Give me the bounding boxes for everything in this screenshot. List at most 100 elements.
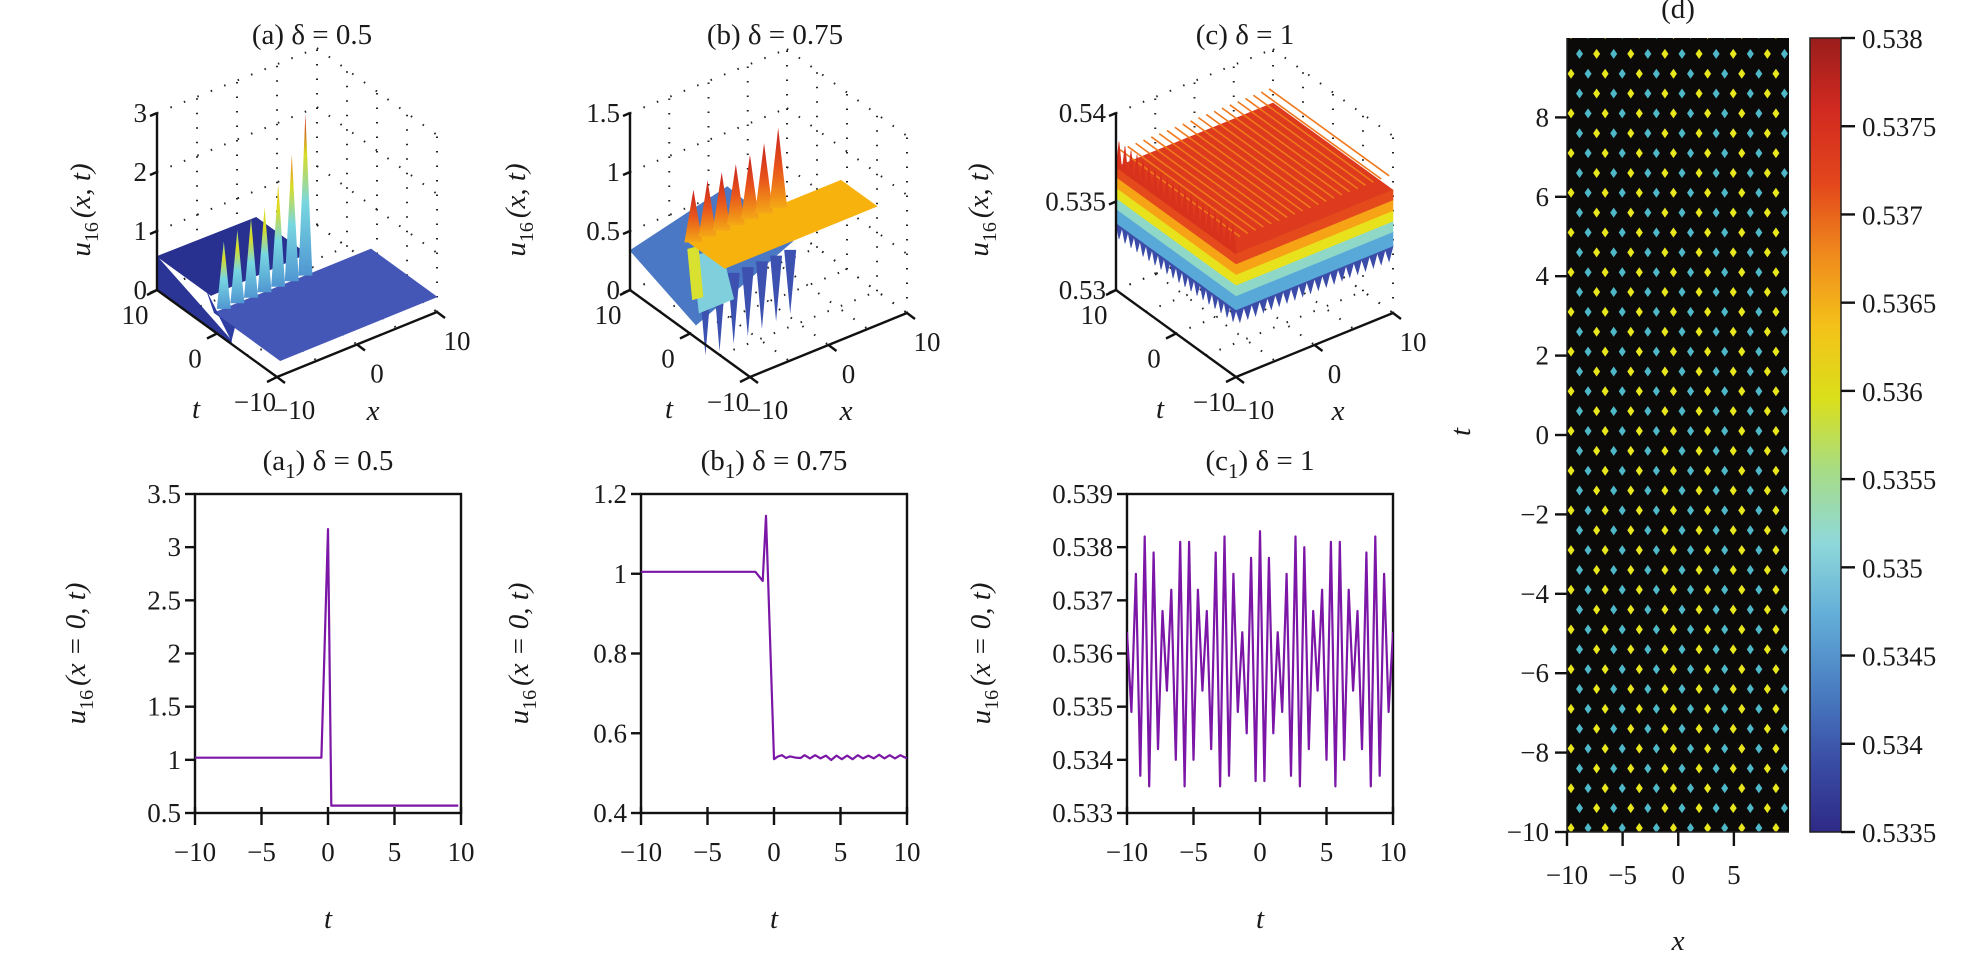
surface-peak	[1175, 185, 1183, 216]
heatmap-cell	[1644, 247, 1652, 258]
heatmap-cell	[1763, 326, 1771, 337]
heatmap-cell	[1604, 38, 1606, 39]
heatmap-cell	[1601, 505, 1609, 516]
heatmap-cell	[1584, 823, 1592, 832]
heatmap-cell	[1576, 247, 1584, 258]
heatmap-cell	[1687, 68, 1695, 79]
heatmap-cell	[1618, 624, 1626, 635]
heatmap-cell	[1763, 48, 1771, 59]
heatmap-cell	[1669, 68, 1677, 79]
heatmap-cell	[1790, 307, 1797, 317]
heatmap-cell	[1763, 684, 1771, 695]
y-tick-label: 0.536	[1052, 639, 1113, 669]
z-tick-label: 0.535	[1045, 187, 1106, 217]
surface-peak	[1157, 172, 1165, 203]
heatmap-cell	[1721, 148, 1729, 159]
heatmap-cell	[1644, 445, 1652, 456]
surface-trough	[1384, 246, 1394, 263]
heatmap-cell	[1576, 763, 1584, 774]
heatmap-cell	[1746, 167, 1754, 178]
heatmap-cell	[1721, 346, 1729, 357]
surface-spike	[244, 218, 258, 298]
heatmap-cell	[1695, 88, 1703, 99]
heatmap-cell	[1712, 366, 1720, 377]
heatmap-cell	[1763, 247, 1771, 258]
heatmap-cell	[1652, 187, 1660, 198]
heatmap-cell	[1790, 466, 1797, 476]
surface-trough	[1187, 275, 1195, 292]
heatmap-cell	[1627, 803, 1635, 814]
y-tick-label: 2.5	[147, 585, 181, 615]
heatmap-cell	[1652, 624, 1660, 635]
heatmap-cell	[1601, 187, 1609, 198]
heatmap-cell	[1661, 88, 1669, 99]
heatmap-cell	[1763, 88, 1771, 99]
heatmap-cell	[1712, 406, 1720, 417]
heatmap-cell	[1652, 743, 1660, 754]
heatmap-cell	[1618, 505, 1626, 516]
y-tick-label: −10	[1507, 817, 1549, 847]
heatmap-cell	[1790, 426, 1797, 436]
z-tick	[622, 229, 631, 236]
y-tick-label: 4	[1536, 261, 1550, 291]
heatmap-cell	[1798, 247, 1805, 257]
heatmap-cell	[1593, 644, 1601, 655]
heatmap-cell	[1780, 88, 1788, 99]
heatmap-cell	[1652, 108, 1660, 119]
heatmap-cell	[1798, 168, 1805, 178]
heatmap-cell	[1729, 247, 1737, 258]
surface-peak	[1217, 215, 1225, 246]
heatmap-cell	[1729, 326, 1737, 337]
heatmap-cell	[1695, 525, 1703, 536]
colorbar: 0.5335 0.534 0.5345 0.535 0.5355 0.536 0.5365 0…	[1809, 24, 1936, 848]
heatmap-cell	[1678, 128, 1686, 139]
heatmap-cell	[1738, 346, 1746, 357]
heatmap-cell	[1644, 564, 1652, 575]
heatmap-cell	[1678, 326, 1686, 337]
heatmap-cell	[1695, 247, 1703, 258]
x-tick-label: 0	[1328, 359, 1342, 389]
z-tick-label: 1	[134, 216, 148, 246]
heatmap-cell	[1669, 624, 1677, 635]
surface-step-wall	[207, 292, 235, 342]
heatmap-cell	[1695, 128, 1703, 139]
heatmap-cell	[1780, 366, 1788, 377]
surface-trough	[1145, 244, 1153, 261]
t-tick	[266, 375, 278, 384]
heatmap-cell	[1652, 823, 1660, 832]
x-axis-label: t	[324, 903, 333, 935]
heatmap-cell	[1755, 783, 1763, 794]
surface-spike	[257, 207, 272, 293]
heatmap-cell	[1576, 644, 1584, 655]
heatmap-cell	[1678, 445, 1686, 456]
heatmap-cell	[1652, 68, 1660, 79]
heatmap-cell	[1746, 803, 1754, 814]
heatmap-cell	[1669, 743, 1677, 754]
y-tick-label: 8	[1536, 102, 1550, 132]
panel-c1-title: (c1) δ = 1	[1206, 445, 1315, 483]
heatmap-cell	[1601, 267, 1609, 278]
heatmap-cell	[1790, 347, 1797, 357]
surface-trough	[1306, 278, 1315, 295]
heatmap-cell	[1704, 148, 1712, 159]
colorbar-tick-label: 0.5335	[1862, 818, 1936, 848]
surface-trough	[1337, 265, 1347, 282]
heatmap-cell	[1755, 584, 1763, 595]
heatmap-cell	[1772, 545, 1780, 556]
heatmap-cell	[1678, 88, 1686, 99]
heatmap-cell	[1780, 564, 1788, 575]
grid-line	[156, 47, 318, 114]
heatmap-cell	[1741, 38, 1743, 39]
y-tick-label: 0	[1536, 420, 1550, 450]
x-tick-label: 0	[842, 359, 856, 389]
y-tick-label: −6	[1520, 658, 1549, 688]
heatmap-cell	[1678, 723, 1686, 734]
heatmap-cell	[1576, 406, 1584, 417]
panel-b1-title: (b1) δ = 0.75	[701, 445, 848, 483]
surface-trough	[1157, 253, 1165, 270]
heatmap-cell	[1576, 287, 1584, 298]
heatmap-cell	[1729, 445, 1737, 456]
heatmap-cell	[1729, 684, 1737, 695]
heatmap-cell	[1644, 525, 1652, 536]
heatmap-cell	[1772, 227, 1780, 238]
